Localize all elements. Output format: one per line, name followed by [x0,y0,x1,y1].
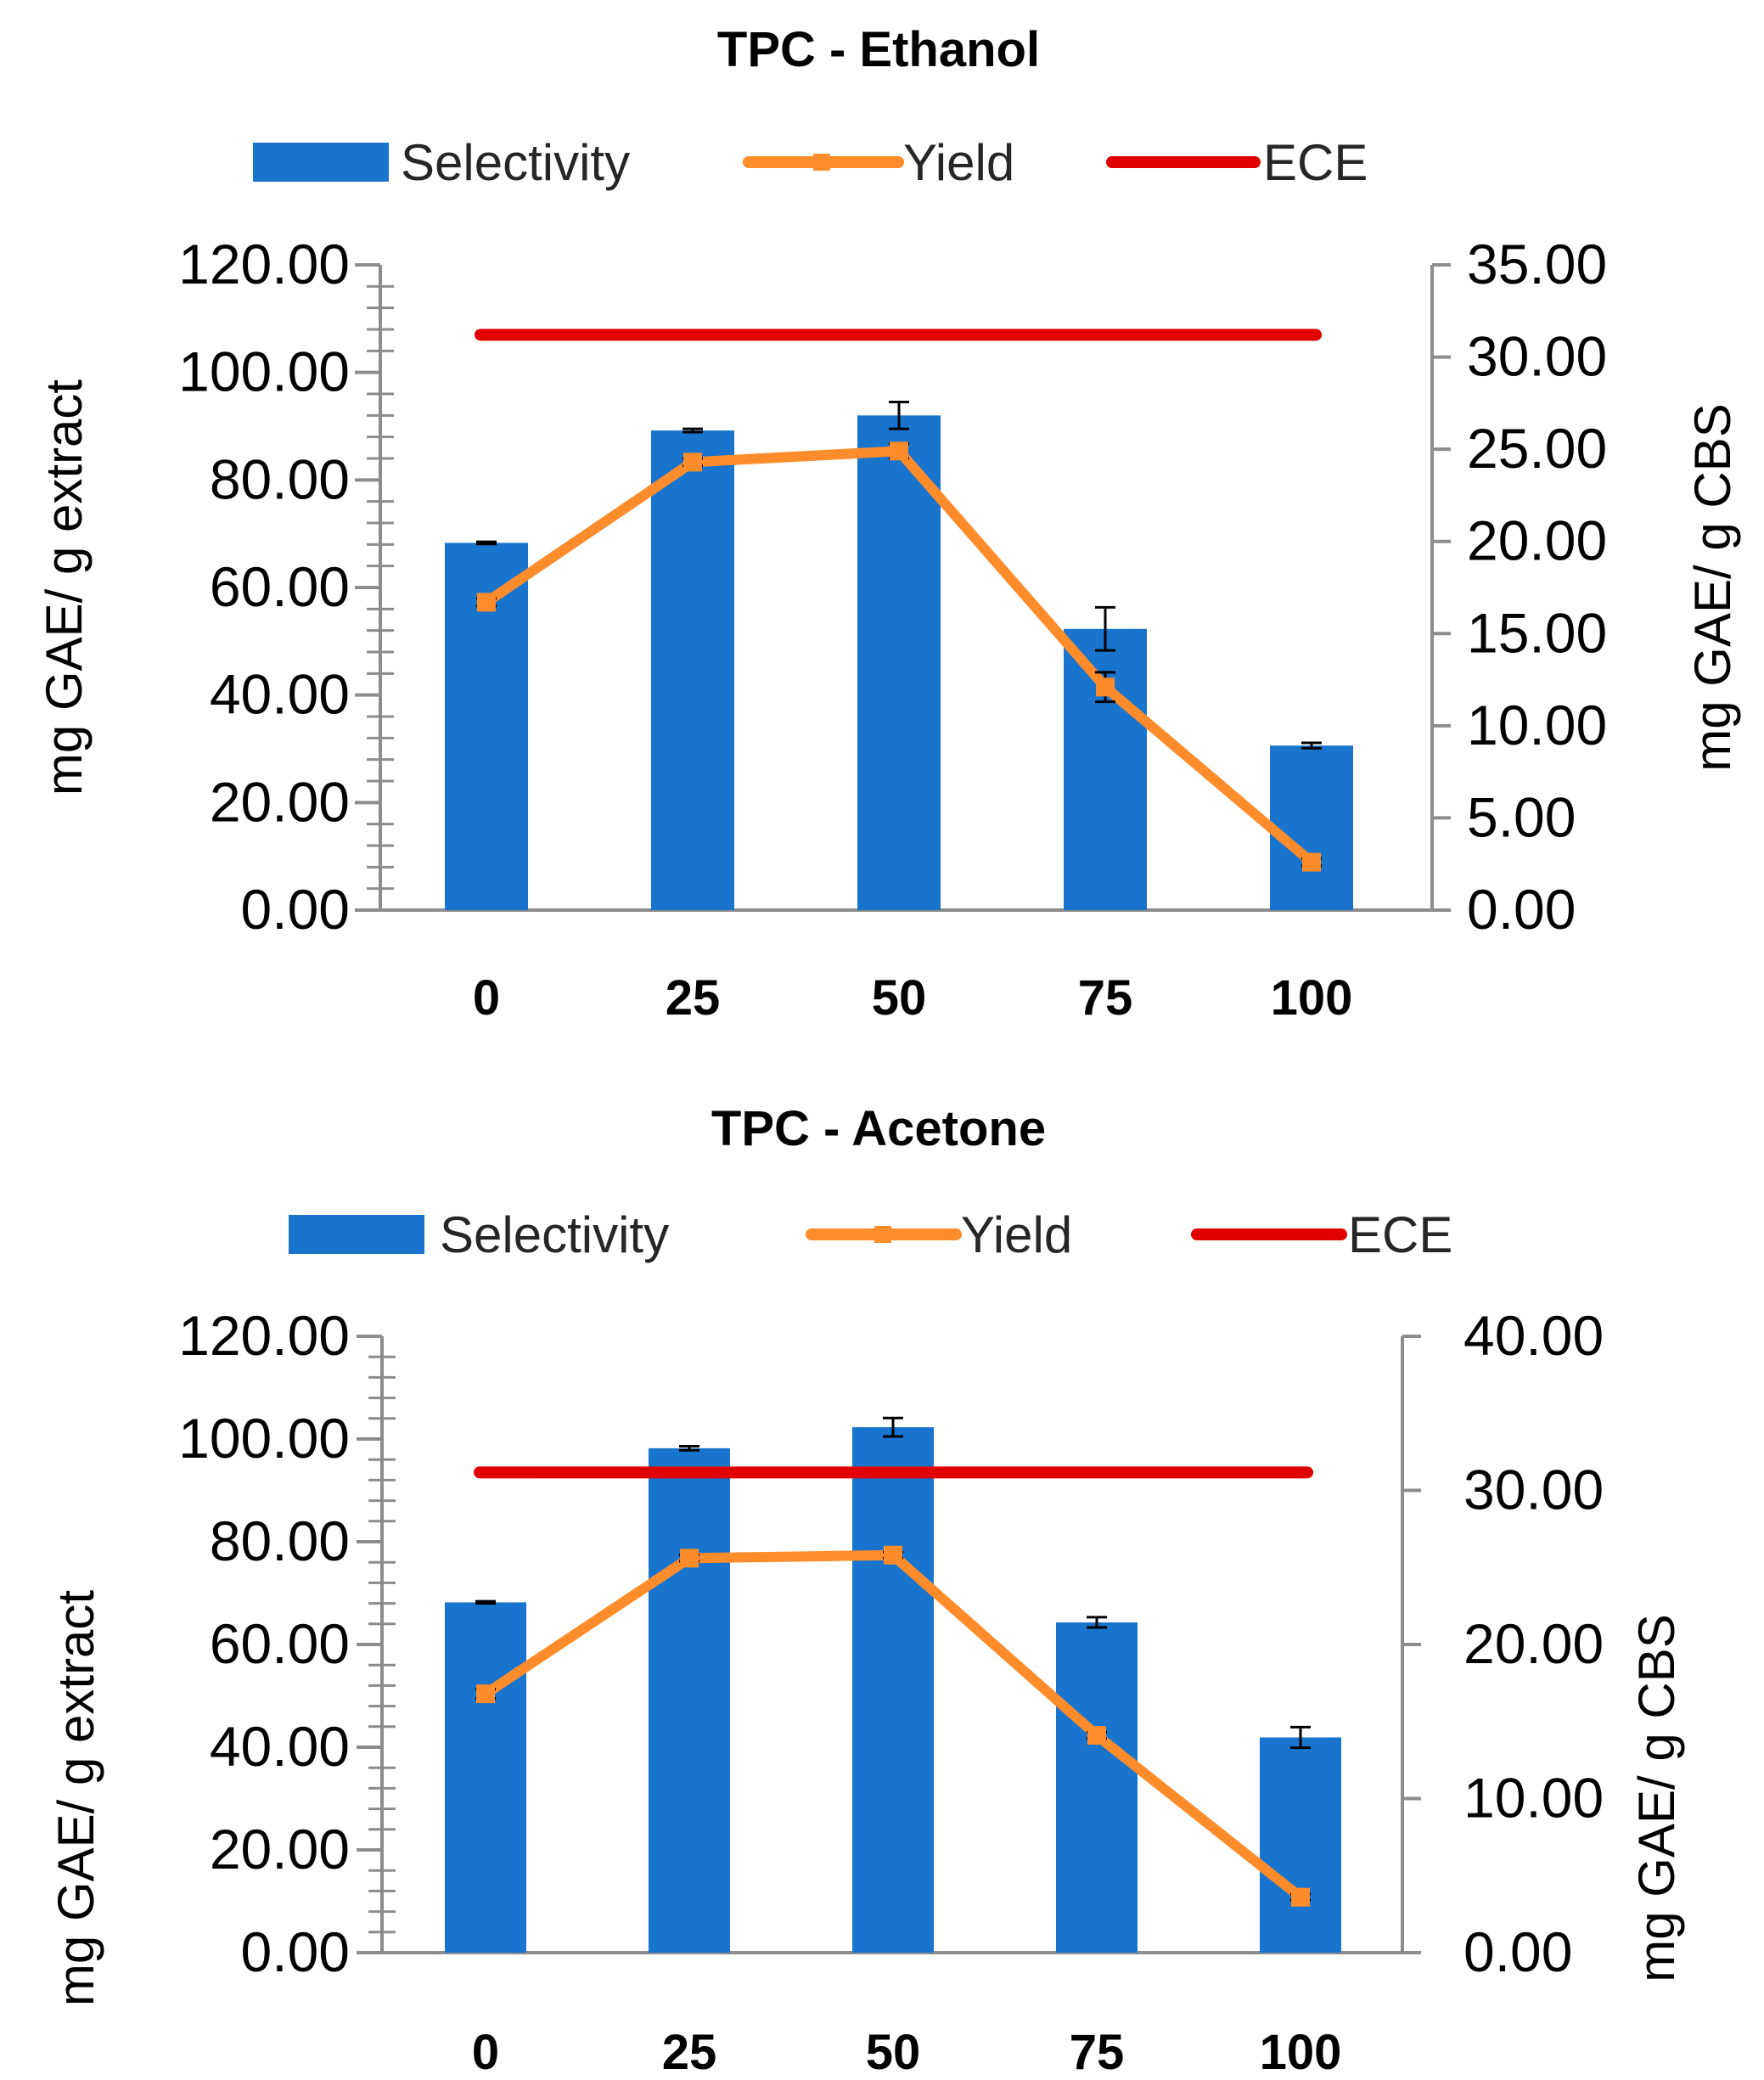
y-tick-label-left: 120.00 [178,1304,350,1367]
y-tick-label-right: 15.00 [1467,601,1607,664]
y-axis-label-right: mg GAE/ g CBS [1684,403,1741,771]
yield-marker [1302,852,1321,872]
y-tick-label-left: 60.00 [210,555,350,618]
x-tick-label: 50 [872,970,927,1026]
y-tick-label-right: 5.00 [1467,785,1576,848]
x-tick-label: 0 [473,970,500,1026]
y-tick-label-left: 40.00 [210,1715,350,1778]
y-tick-label-left: 40.00 [210,663,350,726]
x-tick-label: 75 [1078,970,1133,1026]
plot-area: 0.00 20.00 40.00 60.00 80.00 100.00 120.00 0.00… [178,1304,1604,2080]
yield-marker [683,453,702,472]
yield-marker [476,1684,495,1704]
legend-label-yield: Yield [903,134,1014,191]
chart-tpc-ethanol: TPC - Ethanol Selectivity Yield ECE mg G… [36,22,1741,1026]
legend-marker-yield [874,1226,891,1243]
x-tick-label: 25 [666,970,721,1026]
legend-label-selectivity: Selectivity [401,134,630,191]
yield-marker [890,441,908,461]
y-tick-label-right: 0.00 [1467,878,1576,941]
bar-selectivity [852,1427,934,1953]
bar-selectivity [1056,1622,1138,1953]
x-tick-label: 0 [472,2025,499,2080]
y-tick-label-right: 30.00 [1467,325,1607,388]
x-tick-label: 50 [866,2025,921,2080]
yield-marker [884,1545,902,1565]
y-tick-label-right: 20.00 [1463,1612,1604,1675]
chart-svg: TPC - Acetone Selectivity Yield ECE mg G… [48,1101,1685,2080]
y-tick-label-right: 35.00 [1467,233,1607,295]
y-tick-label-left: 20.00 [210,1818,350,1880]
y-tick-label-left: 60.00 [210,1612,350,1675]
y-tick-label-right: 25.00 [1467,417,1607,480]
y-tick-label-right: 0.00 [1463,1920,1572,1983]
yield-marker [477,593,496,612]
yield-marker [1087,1726,1106,1746]
x-tick-label: 75 [1070,2025,1125,2080]
y-tick-label-left: 80.00 [210,447,350,510]
bar-selectivity [651,430,734,911]
plot-area: 0.00 20.00 40.00 60.00 80.00 100.00 120.00 0.00… [178,233,1607,1026]
chart-title: TPC - Acetone [711,1101,1046,1156]
y-axis-label-right: mg GAE/ g CBS [1628,1614,1685,1982]
yield-marker [1096,677,1115,697]
legend-swatch-selectivity [289,1215,424,1254]
y-axis-label-left: mg GAE/ g extract [36,379,93,795]
y-tick-label-left: 100.00 [178,1407,350,1470]
y-tick-label-right: 20.00 [1467,509,1607,572]
y-tick-label-right: 40.00 [1463,1304,1604,1367]
y-tick-label-left: 80.00 [210,1509,350,1572]
legend-label-ece: ECE [1348,1206,1452,1263]
chart-title: TPC - Ethanol [717,22,1040,77]
y-tick-label-left: 20.00 [210,770,350,833]
y-tick-label-left: 0.00 [241,1920,350,1983]
legend-marker-yield [813,154,830,171]
chart-svg: TPC - Ethanol Selectivity Yield ECE mg G… [36,22,1741,1026]
legend-label-selectivity: Selectivity [440,1206,669,1263]
y-tick-label-right: 30.00 [1463,1459,1604,1521]
legend-label-ece: ECE [1263,134,1368,191]
bar-selectivity [1270,745,1353,910]
yield-marker [680,1549,699,1568]
bar-selectivity [649,1448,730,1953]
x-tick-label: 25 [662,2025,717,2080]
y-tick-label-left: 0.00 [241,878,350,941]
y-tick-label-left: 100.00 [178,340,350,403]
bar-selectivity [857,415,941,910]
y-tick-label-right: 10.00 [1467,694,1607,756]
y-tick-label-left: 120.00 [178,233,350,295]
x-tick-label: 100 [1260,2025,1342,2080]
bar-selectivity [445,1602,526,1953]
x-tick-label: 100 [1271,970,1353,1026]
y-axis-label-left: mg GAE/ g extract [48,1590,104,2006]
bar-selectivity [1260,1737,1341,1953]
yield-marker [1291,1887,1310,1907]
chart-tpc-acetone: TPC - Acetone Selectivity Yield ECE mg G… [0,1040,1764,2080]
legend-label-yield: Yield [961,1206,1072,1263]
legend-swatch-selectivity [253,143,389,182]
y-tick-label-right: 10.00 [1463,1767,1604,1830]
